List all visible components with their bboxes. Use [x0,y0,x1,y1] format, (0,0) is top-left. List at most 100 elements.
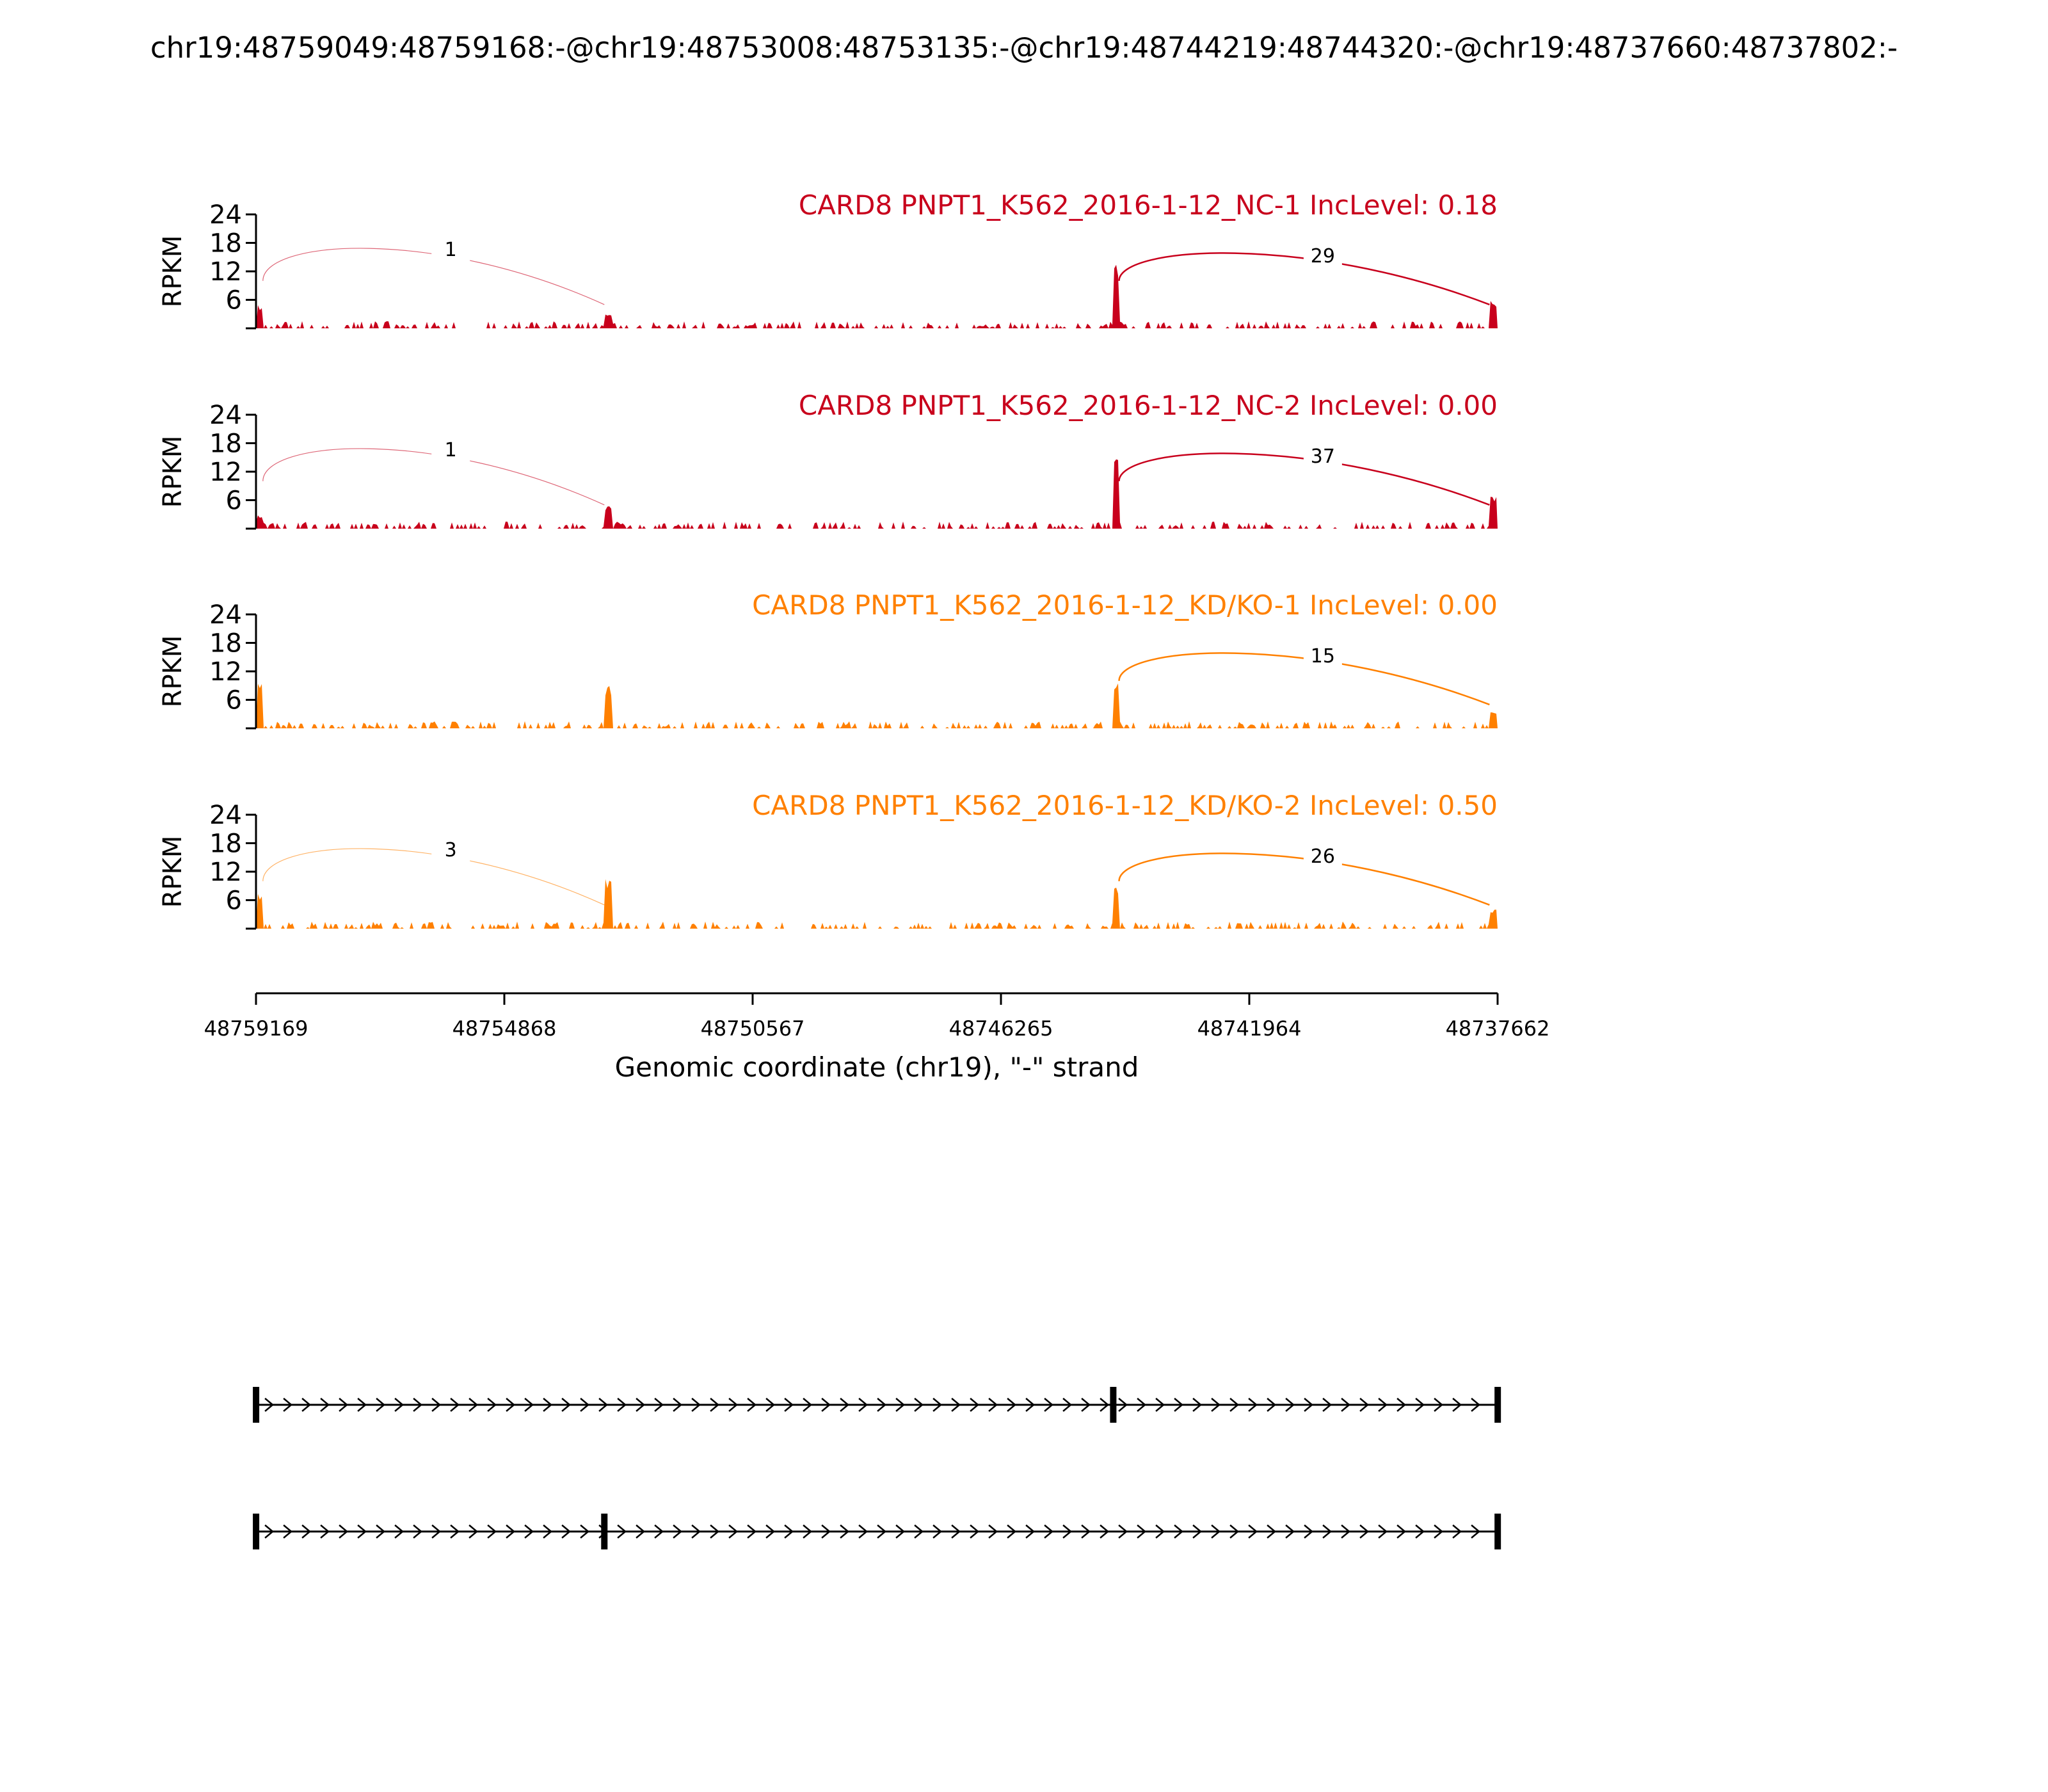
strand-chevron [988,1398,998,1412]
isoform-1 [253,1387,1501,1423]
strand-chevron [450,1524,460,1539]
strand-chevron [951,1398,961,1412]
coverage-area [256,264,1498,328]
strand-chevron [691,1524,701,1539]
strand-chevron [1025,1524,1036,1539]
strand-chevron [1062,1398,1073,1412]
strand-chevron [1248,1524,1258,1539]
strand-chevron [1267,1398,1277,1412]
y-tick-label: 6 [226,286,242,316]
strand-chevron [1062,1524,1073,1539]
strand-chevron [1174,1398,1184,1412]
strand-chevron [673,1524,683,1539]
junction-count: 15 [1311,645,1335,668]
strand-chevron [877,1524,887,1539]
strand-chevron [1378,1524,1388,1539]
strand-chevron [301,1398,312,1412]
junction-count: 1 [445,439,457,461]
y-axis-label: RPKM [158,636,188,708]
x-tick-label: 48759169 [204,1016,308,1041]
strand-chevron [914,1398,924,1412]
strand-chevron [710,1524,720,1539]
strand-chevron [710,1398,720,1412]
junction-count: 3 [445,839,457,861]
strand-chevron [932,1398,943,1412]
coverage-area [256,683,1498,728]
y-tick-label: 12 [209,858,242,887]
strand-chevron [1471,1524,1481,1539]
x-tick-label: 48750567 [701,1016,805,1041]
strand-chevron [654,1524,664,1539]
strand-chevron [394,1398,404,1412]
strand-chevron [1359,1524,1370,1539]
junction-count-bg [1303,645,1342,668]
strand-chevron [1137,1398,1147,1412]
y-tick-label: 12 [209,257,242,287]
strand-chevron [1285,1398,1295,1412]
strand-chevron [320,1398,330,1412]
strand-chevron [1044,1524,1054,1539]
coverage-area [256,879,1498,929]
strand-chevron [765,1398,776,1412]
strand-chevron [487,1398,497,1412]
strand-chevron [413,1524,423,1539]
strand-chevron [803,1398,813,1412]
coverage-area [256,459,1498,529]
strand-chevron [506,1524,516,1539]
strand-chevron [1341,1398,1351,1412]
strand-chevron [747,1398,757,1412]
strand-chevron [1100,1524,1110,1539]
y-tick-label: 24 [209,600,242,630]
exon-block [253,1387,260,1423]
junction-arc [1118,452,1490,506]
strand-chevron [728,1398,739,1412]
strand-chevron [320,1524,330,1539]
track-label: CARD8 PNPT1_K562_2016-1-12_KD/KO-1 IncLe… [752,589,1498,621]
strand-chevron [506,1398,516,1412]
strand-chevron [468,1398,479,1412]
strand-chevron [580,1524,590,1539]
strand-chevron [988,1524,998,1539]
isoform-structures [253,1387,1501,1549]
strand-chevron [932,1524,943,1539]
strand-chevron [895,1398,906,1412]
strand-chevron [468,1524,479,1539]
strand-chevron [1452,1398,1462,1412]
strand-chevron [765,1524,776,1539]
y-tick-label: 24 [209,200,242,230]
strand-chevron [1007,1524,1017,1539]
y-tick-label: 24 [209,401,242,430]
strand-chevron [636,1398,646,1412]
junction-arc [1118,652,1490,706]
junction-count: 37 [1311,445,1335,468]
junction-count-bg [431,839,470,862]
strand-chevron [561,1398,572,1412]
strand-chevron [1155,1524,1165,1539]
strand-chevron [858,1398,868,1412]
junction-arc [1118,852,1490,906]
strand-chevron [357,1398,367,1412]
junction-count: 26 [1311,845,1335,868]
strand-chevron [1285,1524,1295,1539]
junction-arc [262,448,605,506]
strand-chevron [728,1524,739,1539]
strand-chevron [1007,1398,1017,1412]
strand-chevron [1415,1524,1425,1539]
strand-chevron [1248,1398,1258,1412]
x-tick-label: 48737662 [1446,1016,1550,1041]
strand-chevron [617,1524,627,1539]
junction-count: 29 [1311,245,1335,268]
strand-chevron [1100,1398,1110,1412]
strand-chevron [840,1398,850,1412]
strand-chevron [1452,1524,1462,1539]
y-tick-label: 18 [209,429,242,459]
strand-chevron [970,1398,980,1412]
strand-chevron [1081,1398,1091,1412]
strand-chevron [1434,1524,1444,1539]
y-axis-label: RPKM [158,236,188,308]
strand-chevron [617,1398,627,1412]
strand-chevron [858,1524,868,1539]
